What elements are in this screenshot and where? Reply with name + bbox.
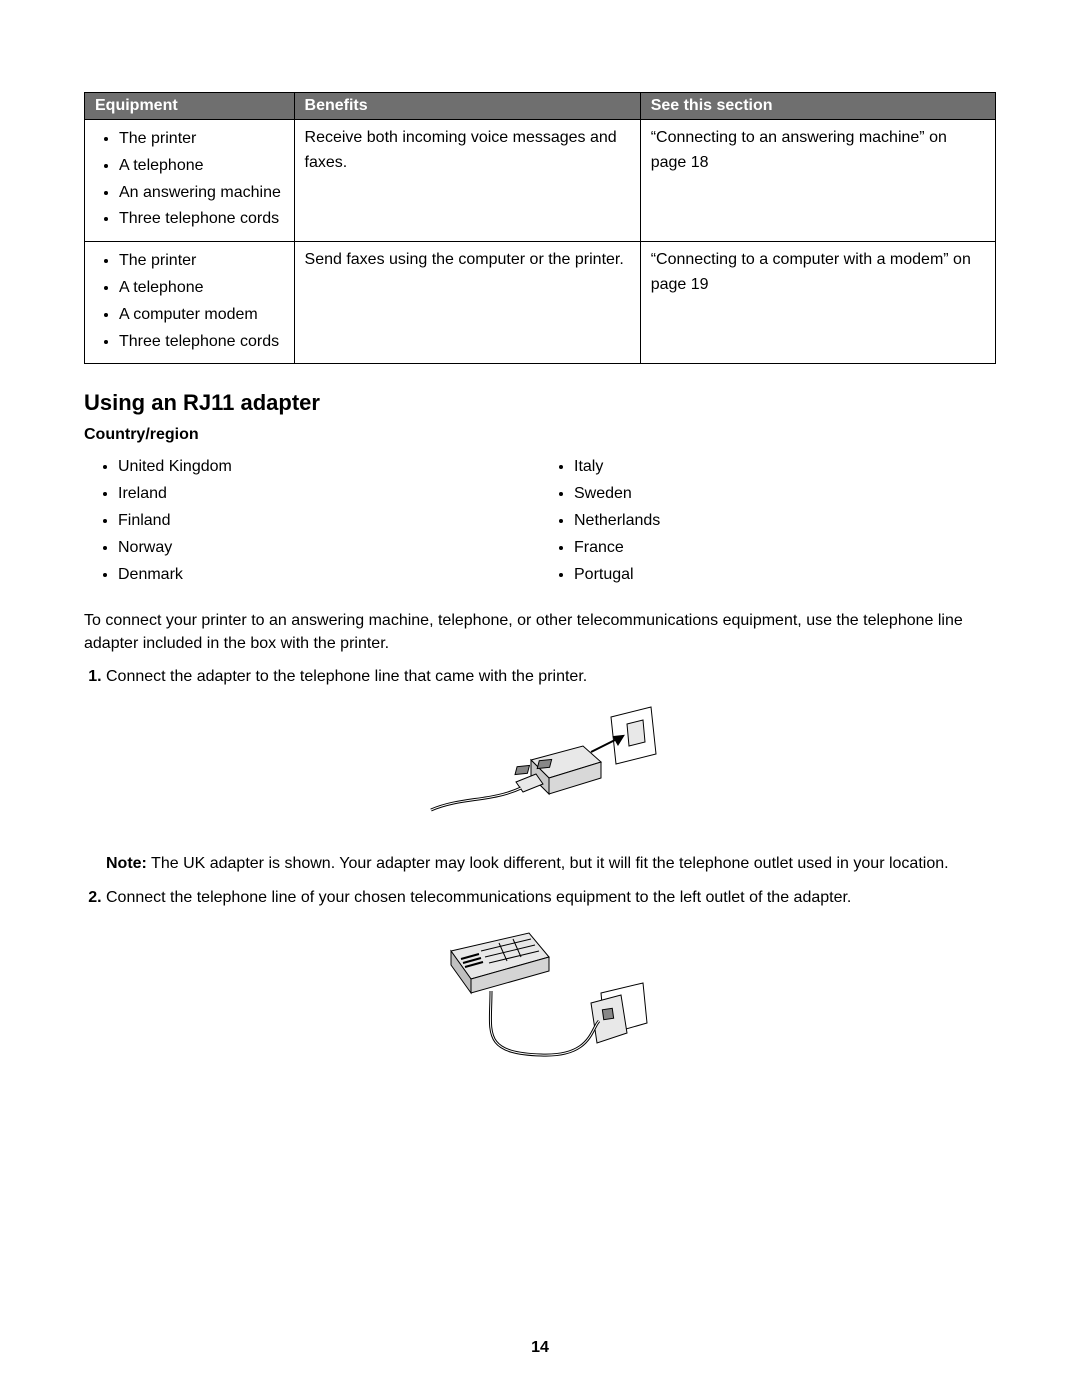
step-item: Connect the adapter to the telephone lin… bbox=[106, 665, 996, 875]
country-columns: United Kingdom Ireland Finland Norway De… bbox=[84, 450, 996, 592]
list-item: Three telephone cords bbox=[119, 329, 284, 356]
equipment-list: The printer A telephone An answering mac… bbox=[95, 126, 284, 233]
table-header: Equipment bbox=[85, 93, 295, 120]
adapter-illustration-2 bbox=[106, 923, 996, 1083]
list-item: The printer bbox=[119, 248, 284, 275]
page-number: 14 bbox=[0, 1339, 1080, 1357]
country-list-left: United Kingdom Ireland Finland Norway De… bbox=[118, 454, 540, 588]
benefits-cell: Send faxes using the computer or the pri… bbox=[294, 242, 640, 364]
table-header: See this section bbox=[640, 93, 995, 120]
list-item: A telephone bbox=[119, 153, 284, 180]
intro-paragraph: To connect your printer to an answering … bbox=[84, 610, 996, 655]
list-item: Sweden bbox=[574, 481, 996, 508]
list-item: An answering machine bbox=[119, 180, 284, 207]
see-cell: “Connecting to a computer with a modem” … bbox=[640, 242, 995, 364]
note-label: Note: bbox=[106, 855, 147, 872]
country-list-right: Italy Sweden Netherlands France Portugal bbox=[574, 454, 996, 588]
list-item: A telephone bbox=[119, 275, 284, 302]
list-item: A computer modem bbox=[119, 302, 284, 329]
list-item: Portugal bbox=[574, 562, 996, 589]
step-text: Connect the adapter to the telephone lin… bbox=[106, 668, 587, 685]
list-item: Netherlands bbox=[574, 508, 996, 535]
list-item: Norway bbox=[118, 535, 540, 562]
equipment-table: Equipment Benefits See this section The … bbox=[84, 92, 996, 364]
adapter-illustration-1 bbox=[106, 702, 996, 842]
table-header: Benefits bbox=[294, 93, 640, 120]
table-row: The printer A telephone An answering mac… bbox=[85, 120, 996, 242]
table-row: The printer A telephone A computer modem… bbox=[85, 242, 996, 364]
list-item: Three telephone cords bbox=[119, 206, 284, 233]
see-cell: “Connecting to an answering machine” on … bbox=[640, 120, 995, 242]
list-item: The printer bbox=[119, 126, 284, 153]
step-text: Connect the telephone line of your chose… bbox=[106, 889, 851, 906]
equipment-list: The printer A telephone A computer modem… bbox=[95, 248, 284, 355]
document-page: Equipment Benefits See this section The … bbox=[0, 0, 1080, 1397]
country-region-heading: Country/region bbox=[84, 426, 996, 444]
steps-list: Connect the adapter to the telephone lin… bbox=[84, 665, 996, 1083]
list-item: France bbox=[574, 535, 996, 562]
list-item: United Kingdom bbox=[118, 454, 540, 481]
list-item: Ireland bbox=[118, 481, 540, 508]
benefits-cell: Receive both incoming voice messages and… bbox=[294, 120, 640, 242]
list-item: Denmark bbox=[118, 562, 540, 589]
step-item: Connect the telephone line of your chose… bbox=[106, 886, 996, 1083]
section-heading: Using an RJ11 adapter bbox=[84, 390, 996, 416]
note: Note: The UK adapter is shown. Your adap… bbox=[106, 852, 996, 875]
list-item: Italy bbox=[574, 454, 996, 481]
list-item: Finland bbox=[118, 508, 540, 535]
note-text: The UK adapter is shown. Your adapter ma… bbox=[147, 855, 949, 872]
